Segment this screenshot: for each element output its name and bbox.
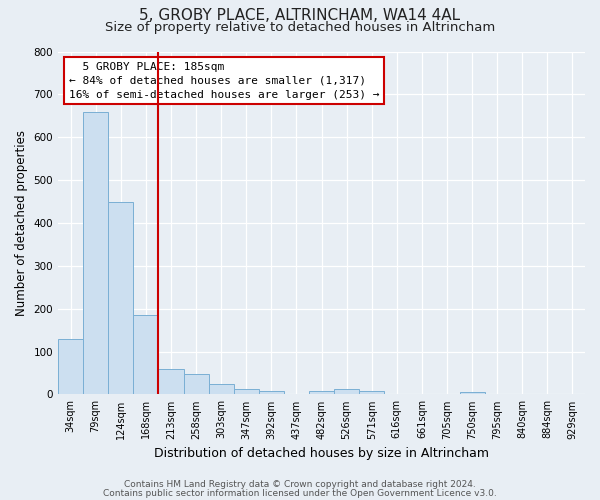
- Bar: [158, 368, 184, 394]
- Bar: [334, 390, 359, 394]
- Y-axis label: Number of detached properties: Number of detached properties: [15, 130, 28, 316]
- Bar: [233, 389, 259, 394]
- Bar: [58, 338, 83, 394]
- Text: Size of property relative to detached houses in Altrincham: Size of property relative to detached ho…: [105, 21, 495, 34]
- Bar: [460, 392, 485, 394]
- Bar: [309, 391, 334, 394]
- Bar: [259, 392, 284, 394]
- Text: 5, GROBY PLACE, ALTRINCHAM, WA14 4AL: 5, GROBY PLACE, ALTRINCHAM, WA14 4AL: [139, 8, 461, 22]
- Text: 5 GROBY PLACE: 185sqm
← 84% of detached houses are smaller (1,317)
16% of semi-d: 5 GROBY PLACE: 185sqm ← 84% of detached …: [68, 62, 379, 100]
- Bar: [209, 384, 233, 394]
- Bar: [133, 315, 158, 394]
- Bar: [359, 392, 384, 394]
- Bar: [184, 374, 209, 394]
- Text: Contains public sector information licensed under the Open Government Licence v3: Contains public sector information licen…: [103, 489, 497, 498]
- X-axis label: Distribution of detached houses by size in Altrincham: Distribution of detached houses by size …: [154, 447, 489, 460]
- Bar: [108, 202, 133, 394]
- Bar: [83, 112, 108, 395]
- Text: Contains HM Land Registry data © Crown copyright and database right 2024.: Contains HM Land Registry data © Crown c…: [124, 480, 476, 489]
